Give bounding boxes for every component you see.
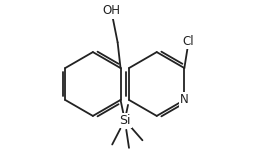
Text: Si: Si: [119, 114, 131, 127]
Text: OH: OH: [102, 4, 120, 17]
Text: Cl: Cl: [183, 35, 195, 48]
Text: N: N: [180, 93, 189, 107]
